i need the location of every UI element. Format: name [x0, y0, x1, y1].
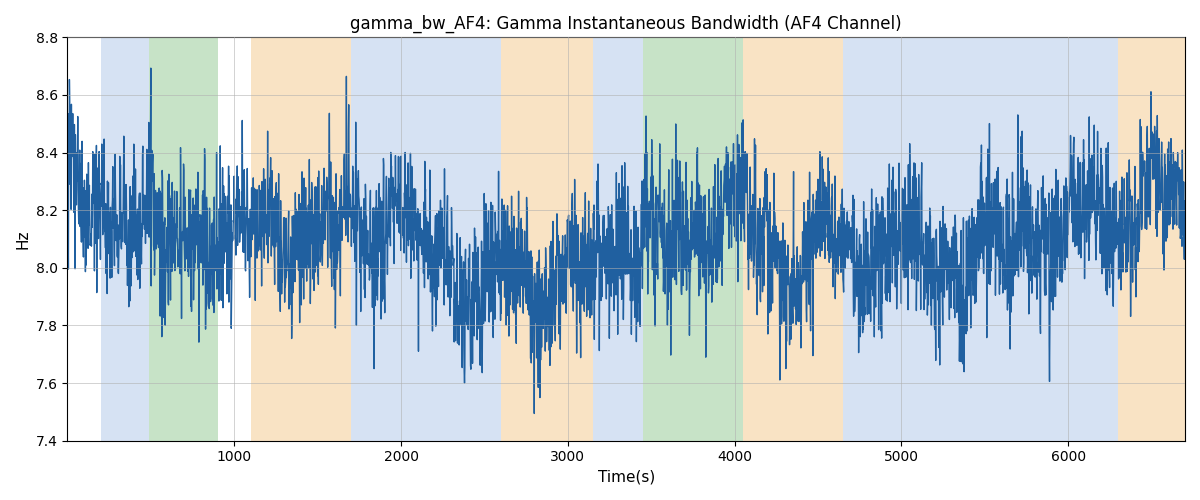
- Y-axis label: Hz: Hz: [16, 230, 30, 249]
- Bar: [350, 38, 502, 440]
- Bar: [101, 38, 149, 440]
- Bar: [1118, 38, 1186, 440]
- Bar: [502, 38, 593, 440]
- X-axis label: Time(s): Time(s): [598, 470, 655, 485]
- Bar: [149, 38, 217, 440]
- Bar: [844, 38, 1118, 440]
- Bar: [743, 38, 844, 440]
- Bar: [251, 38, 350, 440]
- Bar: [643, 38, 743, 440]
- Title: gamma_bw_AF4: Gamma Instantaneous Bandwidth (AF4 Channel): gamma_bw_AF4: Gamma Instantaneous Bandwi…: [350, 15, 902, 34]
- Bar: [593, 38, 643, 440]
